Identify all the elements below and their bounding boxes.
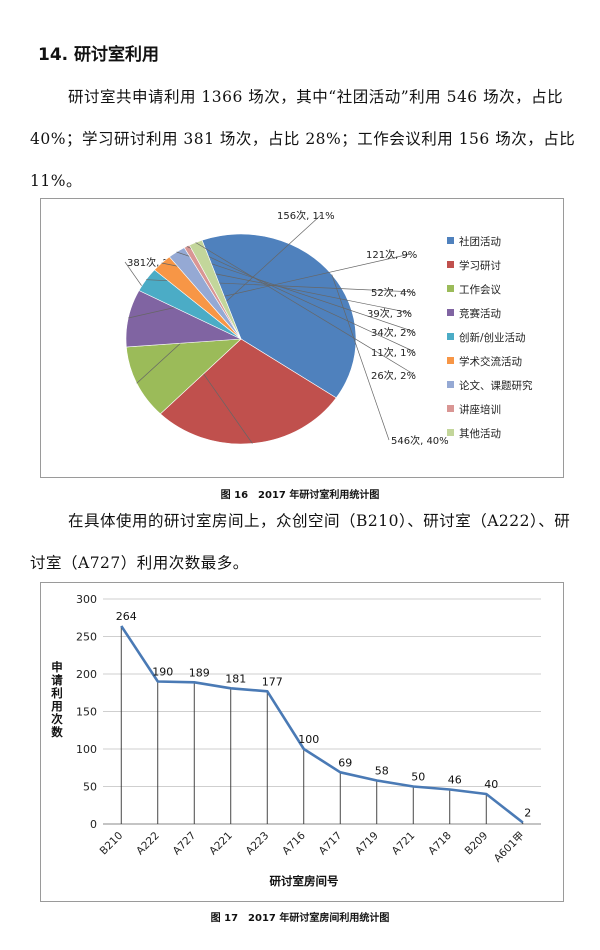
x-tick-label: A221 bbox=[207, 830, 235, 858]
legend-swatch bbox=[447, 333, 454, 340]
legend-swatch bbox=[447, 285, 454, 292]
data-label: 50 bbox=[411, 771, 425, 784]
legend-swatch bbox=[447, 405, 454, 412]
y-tick-label: 200 bbox=[76, 668, 97, 681]
figure-17-caption: 图 17 2017 年研讨室房间利用统计图 bbox=[210, 913, 390, 924]
series-line bbox=[120, 625, 524, 824]
data-label: 181 bbox=[225, 672, 246, 685]
section-heading: 14. 研讨室利用 bbox=[38, 45, 160, 65]
legend-swatch bbox=[447, 237, 454, 244]
pie-data-label: 26次, 2% bbox=[371, 369, 416, 382]
y-tick-label: 300 bbox=[76, 593, 97, 606]
legend-label: 学术交流活动 bbox=[459, 355, 522, 368]
legend-swatch bbox=[447, 381, 454, 388]
legend-label: 讲座培训 bbox=[459, 403, 501, 416]
paragraph-room-summary: 在具体使用的研讨室房间上，众创空间（B210）、研讨室（A222）、研讨室（A7… bbox=[30, 512, 571, 572]
data-label: 189 bbox=[189, 666, 210, 679]
x-tick-label: A719 bbox=[353, 830, 381, 858]
data-label: 177 bbox=[262, 675, 283, 688]
x-tick-label: A717 bbox=[317, 830, 345, 858]
data-label: 69 bbox=[338, 756, 352, 769]
legend-label: 论文、课题研究 bbox=[459, 379, 533, 392]
legend-swatch bbox=[447, 357, 454, 364]
legend-label: 竞赛活动 bbox=[459, 307, 501, 320]
data-label: 40 bbox=[484, 778, 498, 791]
paragraph-usage-summary: 研讨室共申请利用 1366 场次，其中“社团活动”利用 546 场次，占比 40… bbox=[30, 88, 576, 190]
x-tick-label: A716 bbox=[280, 829, 308, 857]
y-axis-title-char: 利 bbox=[50, 686, 63, 700]
y-tick-label: 250 bbox=[76, 631, 97, 644]
data-label: 46 bbox=[448, 774, 462, 787]
legend-swatch bbox=[447, 261, 454, 268]
y-tick-label: 0 bbox=[90, 818, 97, 831]
data-label: 264 bbox=[116, 610, 137, 623]
x-tick-label: B210 bbox=[98, 830, 126, 858]
x-tick-label: A718 bbox=[426, 830, 454, 858]
pie-data-label: 11次, 1% bbox=[371, 346, 416, 359]
y-axis-title-char: 用 bbox=[50, 699, 63, 713]
pie-chart: 546次, 40%381次, 28%156次, 11%121次, 9%52次, … bbox=[124, 209, 533, 447]
data-label: 190 bbox=[152, 666, 173, 679]
legend-label: 工作会议 bbox=[459, 283, 501, 296]
line-chart-frame: 0 50 100 150 200 250 300 申请利用次数 264 190 189 181 177 1… bbox=[40, 582, 564, 902]
data-label: 2 bbox=[524, 807, 531, 820]
pie-data-label: 39次, 3% bbox=[367, 307, 412, 320]
legend-label: 学习研讨 bbox=[459, 259, 501, 272]
x-tick-label: A223 bbox=[244, 830, 272, 858]
y-axis-title-char: 请 bbox=[51, 673, 63, 687]
pie-data-label: 546次, 40% bbox=[391, 434, 449, 447]
legend-label: 创新/创业活动 bbox=[459, 331, 526, 344]
pie-leader-line bbox=[176, 251, 416, 333]
pie-data-label: 121次, 9% bbox=[366, 248, 417, 261]
legend-swatch bbox=[447, 309, 454, 316]
figure-16-caption: 图 16 2017 年研讨室利用统计图 bbox=[220, 490, 380, 501]
legend-swatch bbox=[447, 429, 454, 436]
y-axis-title-char: 次 bbox=[51, 712, 63, 726]
pie-leader-line bbox=[331, 274, 390, 441]
x-tick-label: B209 bbox=[463, 830, 491, 858]
pie-data-label: 52次, 4% bbox=[371, 286, 416, 299]
data-label: 100 bbox=[298, 733, 319, 746]
x-tick-label: A721 bbox=[390, 830, 418, 858]
legend-label: 其他活动 bbox=[459, 427, 501, 440]
data-label: 58 bbox=[375, 765, 389, 778]
x-tick-label: A727 bbox=[171, 830, 199, 858]
x-tick-label: A601甲 bbox=[492, 830, 527, 865]
y-axis-title-char: 数 bbox=[51, 725, 63, 739]
pie-data-label: 156次, 11% bbox=[277, 209, 335, 222]
pie-leader-line bbox=[186, 246, 416, 353]
x-tick-label: A222 bbox=[134, 830, 162, 858]
pie-data-label: 34次, 2% bbox=[371, 326, 416, 339]
y-axis-title-char: 申 bbox=[51, 660, 63, 674]
x-axis-title: 研讨室房间号 bbox=[270, 874, 339, 888]
y-tick-label: 100 bbox=[76, 743, 97, 756]
y-tick-label: 150 bbox=[76, 706, 97, 719]
pie-leader-line bbox=[136, 214, 322, 384]
pie-leader-line bbox=[195, 242, 416, 376]
y-tick-label: 50 bbox=[83, 781, 97, 794]
legend-label: 社团活动 bbox=[459, 235, 501, 248]
pie-chart-frame: 546次, 40% 381次, 28% 156次, 11% 121次, 9% 52次, … bbox=[40, 198, 564, 478]
